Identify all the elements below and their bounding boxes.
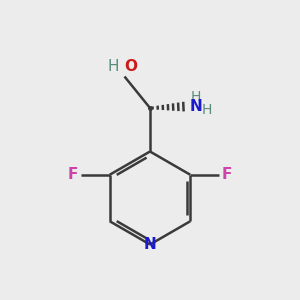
Text: N: N xyxy=(189,99,202,114)
Text: O: O xyxy=(124,59,137,74)
Text: F: F xyxy=(222,167,232,182)
Text: N: N xyxy=(144,237,156,252)
Text: H: H xyxy=(190,90,201,104)
Text: F: F xyxy=(68,167,78,182)
Text: H: H xyxy=(108,59,119,74)
Text: H: H xyxy=(202,103,212,117)
